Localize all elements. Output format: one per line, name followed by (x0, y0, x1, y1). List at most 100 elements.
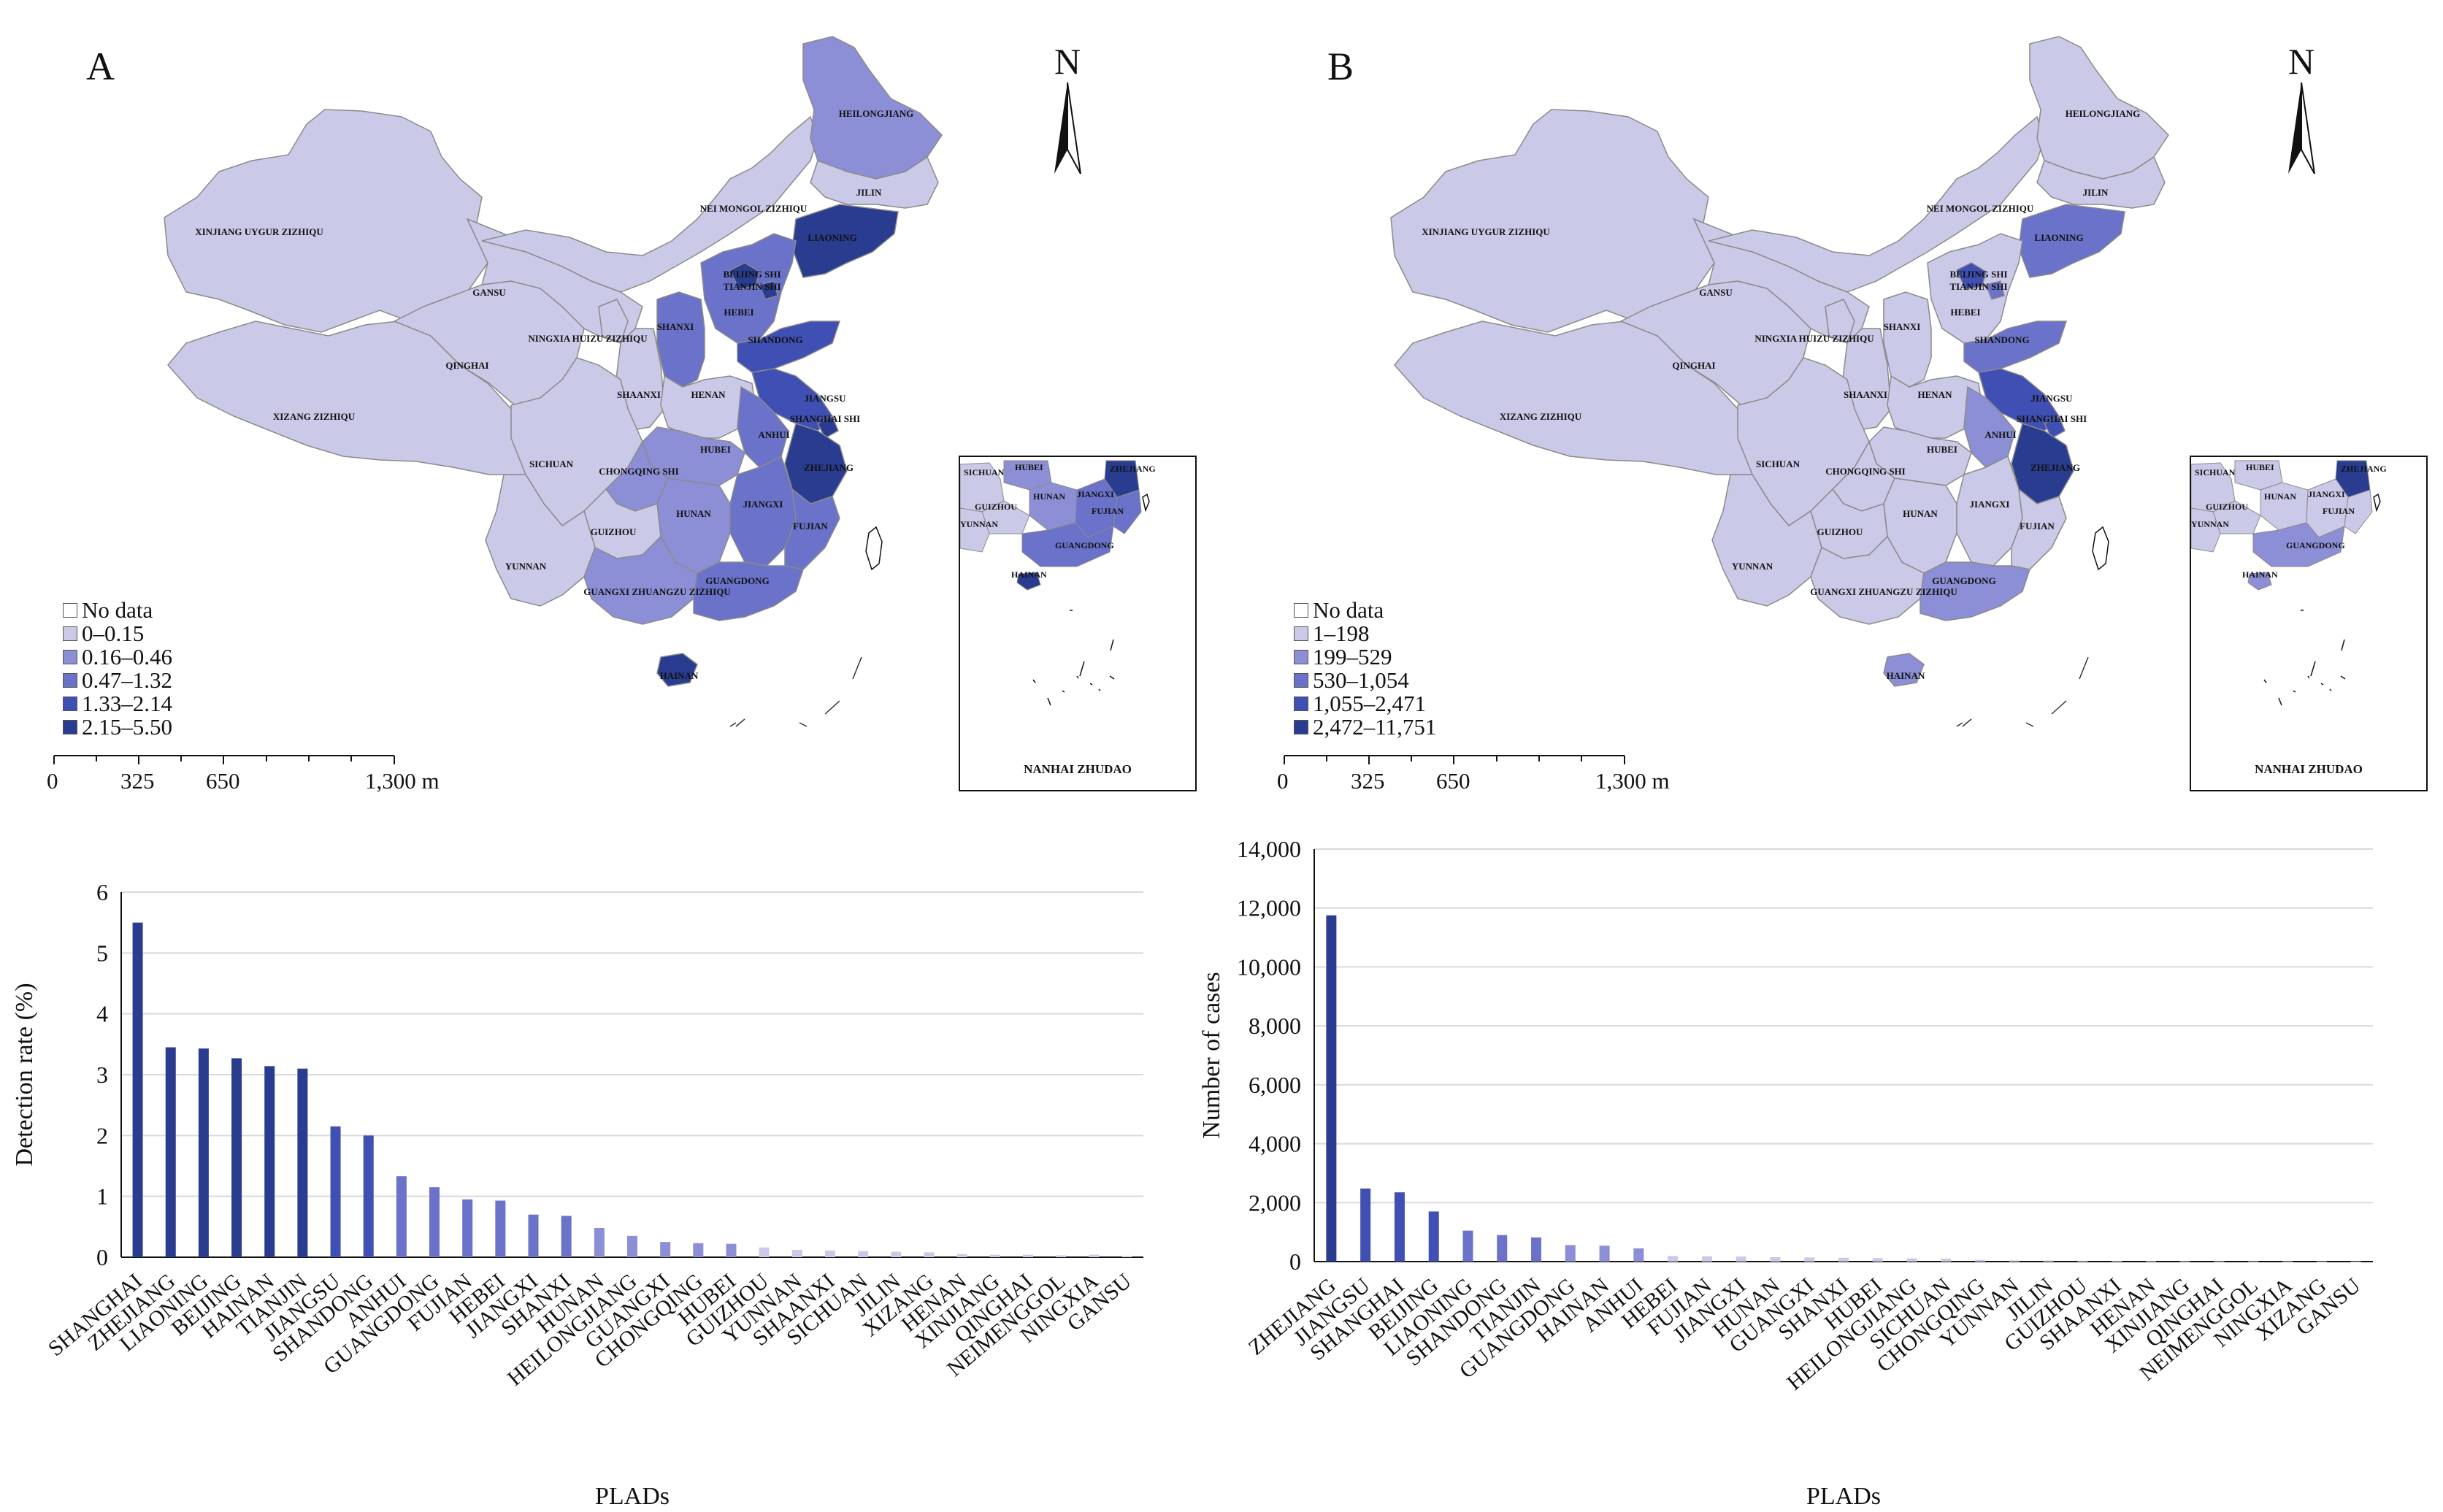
y-tick-label: 14,000 (1237, 836, 1301, 862)
inset-label: GUIZHOU (2206, 502, 2248, 512)
bar (1462, 1230, 1473, 1262)
province-label: XIZANG ZIZHIQU (1500, 411, 1582, 422)
inset-label: HAINAN (1011, 569, 1047, 580)
y-tick-label: 4 (96, 1001, 108, 1027)
province-hainan (1883, 653, 1925, 687)
legend-label: 0.47–1.32 (82, 667, 172, 693)
bar (165, 1047, 176, 1257)
province-label: GANSU (472, 287, 506, 298)
province-qinghai (1619, 280, 1811, 406)
legend-item: No data (1294, 599, 1436, 622)
legend-label: 199–529 (1313, 644, 1392, 669)
inset-province (960, 507, 990, 553)
inset-label: SICHUAN (964, 467, 1005, 477)
province-label: FUJIAN (2020, 521, 2055, 531)
province-label: XINJIANG UYGUR ZIZHIQU (195, 226, 323, 237)
inset-label: GUANGDONG (1055, 540, 1114, 550)
bar (1497, 1235, 1508, 1262)
bar (1428, 1211, 1439, 1262)
province-label: BEIJING SHI (1949, 269, 2007, 280)
bar (924, 1252, 935, 1257)
bar (2043, 1260, 2054, 1262)
inset-label: HUNAN (2264, 491, 2296, 502)
legend-item: 0.16–0.46 (63, 645, 172, 669)
province-beijing-shi (729, 262, 760, 290)
bar (363, 1135, 374, 1257)
bar (1633, 1248, 1644, 1262)
province-label: JIANGXI (1970, 499, 2010, 510)
province-label: LIAONING (2034, 232, 2083, 243)
legend-swatch (1294, 650, 1308, 664)
province-label: SHANDONG (748, 334, 802, 345)
province-label: JILIN (2083, 187, 2109, 198)
inset-label: ZHEJIANG (1110, 464, 1156, 474)
inset-label: GUANGDONG (2286, 540, 2345, 550)
legend-swatch (1294, 720, 1308, 734)
legend-label: 1,055–2,471 (1313, 691, 1426, 716)
legend-label: 1.33–2.14 (82, 691, 172, 716)
province-hebei (700, 233, 797, 344)
province-label: LIAONING (808, 232, 856, 243)
bar (2009, 1260, 2020, 1262)
bar (2145, 1261, 2156, 1262)
bar (1770, 1256, 1781, 1262)
x-axis-label: PLADs (595, 1483, 670, 1510)
province-label: HUNAN (676, 508, 711, 519)
province-label: YUNNAN (1732, 561, 1773, 572)
province-label: SHANDONG (1974, 334, 2029, 345)
inset-islands (2263, 493, 2381, 706)
inset-province (2260, 482, 2309, 531)
inset-caption: NANHAI ZHUDAO (2255, 762, 2363, 776)
y-tick-label: 0 (96, 1244, 108, 1270)
scale-bar-a: 0 325 650 1,300 m (47, 752, 440, 803)
inset-province (1016, 572, 1041, 591)
y-tick-label: 5 (96, 940, 108, 966)
map-a: XINJIANG UYGUR ZIZHIQU HEILONGJIANG JILIN N… (164, 36, 943, 727)
north-arrow-a: N (1046, 40, 1089, 186)
province-ningxia-huizu-zizhiqu (598, 299, 629, 344)
bar (1838, 1257, 1849, 1262)
bar (1531, 1237, 1542, 1262)
province-label: GUIZHOU (591, 526, 637, 537)
province-label: HUNAN (1903, 508, 1938, 519)
province-shanghai-shi (816, 415, 839, 440)
bar (1941, 1258, 1952, 1262)
province-label: GUANGXI ZHUANGZU ZIZHIQU (583, 586, 731, 597)
province-label: QINGHAI (445, 360, 488, 371)
legend-label: 1–198 (1313, 621, 1370, 646)
inset-province (2344, 489, 2373, 534)
province-shandong (737, 321, 841, 373)
inset-caption: NANHAI ZHUDAO (1024, 762, 1132, 776)
province-label: SHANGHAI SHI (2017, 413, 2087, 424)
province-label: XIZANG ZIZHIQU (273, 411, 356, 422)
legend-b: No data 1–198 199–529 530–1,054 1,055–2,… (1294, 599, 1436, 739)
y-tick-label: 2 (96, 1122, 108, 1148)
scale-label: 0 (47, 768, 58, 794)
y-tick-label: 10,000 (1237, 953, 1301, 980)
scale-bar-line (1284, 755, 1625, 764)
scale-label: 0 (1277, 768, 1289, 794)
legend-item: 530–1,054 (1294, 669, 1436, 692)
bar (1975, 1259, 1986, 1262)
scale-label: 325 (120, 768, 155, 794)
legend-item: No data (63, 599, 172, 622)
y-tick-label: 12,000 (1237, 895, 1301, 921)
province-label: HEILONGJIANG (2066, 108, 2141, 119)
province-jilin (810, 156, 939, 209)
bar (858, 1251, 869, 1257)
inset-svg: SICHUAN HUBEI ZHEJIANG HUNAN JIANGXI FUJIAN GU… (2191, 460, 2387, 706)
inset-label: ZHEJIANG (2341, 464, 2387, 474)
legend-item: 0.47–1.32 (63, 669, 172, 692)
north-label: N (2287, 41, 2315, 82)
bar (627, 1235, 637, 1257)
bar (1872, 1258, 1883, 1262)
bar (1701, 1256, 1712, 1262)
province-label: HEBEI (724, 307, 753, 318)
province-hainan (656, 653, 698, 687)
bar (1326, 915, 1337, 1262)
inset-province (1021, 522, 1114, 567)
x-axis-label: PLADs (1806, 1483, 1881, 1510)
province-label: HENAN (691, 389, 726, 400)
bar (330, 1126, 341, 1257)
bar (462, 1199, 473, 1257)
